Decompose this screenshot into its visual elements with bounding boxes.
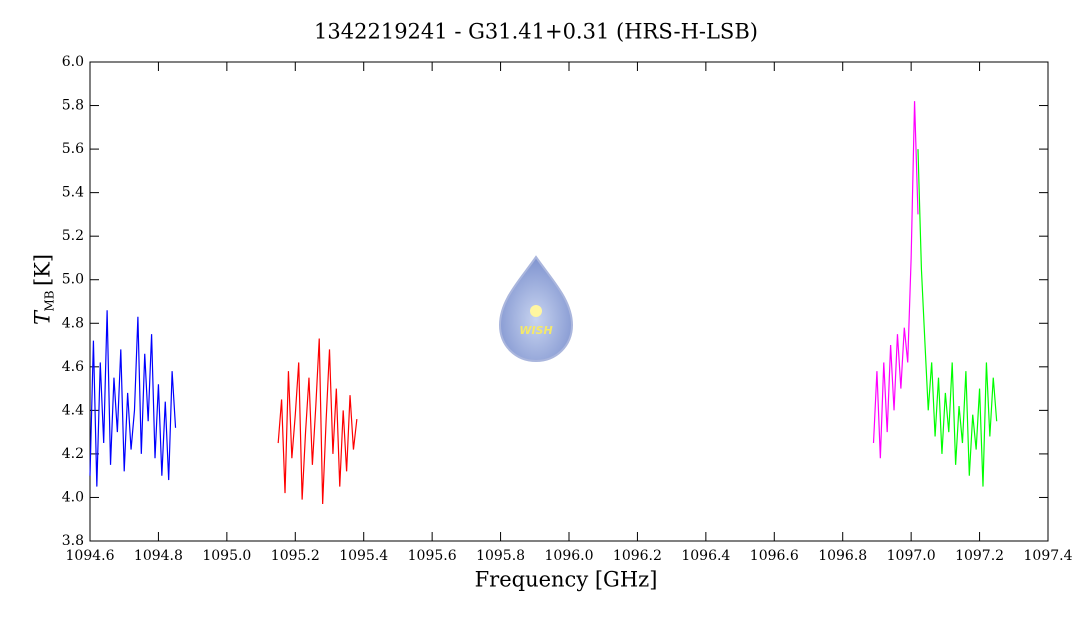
y-tick-label: 5.8 <box>62 98 84 114</box>
y-tick-label: 4.6 <box>62 359 84 375</box>
x-tick-label: 1096.8 <box>818 548 867 564</box>
logo: WISH <box>498 255 574 363</box>
plot-frame <box>89 61 1049 542</box>
x-tick-label: 1097.4 <box>1024 548 1072 564</box>
x-axis-label: Frequency [GHz] <box>475 568 658 592</box>
x-tick-label: 1095.0 <box>202 548 251 564</box>
y-label-subscript: MB <box>43 290 57 311</box>
x-tick-label: 1095.6 <box>408 548 457 564</box>
y-label-unit: [K] <box>31 254 55 286</box>
y-tick-label: 5.2 <box>62 228 84 244</box>
y-label-symbol: T <box>31 309 55 325</box>
x-tick-label: 1097.2 <box>955 548 1004 564</box>
x-tick-label: 1096.2 <box>613 548 662 564</box>
y-axis-label: T MB [K] <box>31 254 57 325</box>
x-tick-label: 1095.4 <box>339 548 388 564</box>
spectrum-line <box>917 149 998 487</box>
x-tick-label: 1094.6 <box>66 548 115 564</box>
y-tick-label: 5.6 <box>62 141 84 157</box>
y-tick-label: 4.8 <box>62 315 84 331</box>
spectrum-line <box>277 338 358 505</box>
x-tick-label: 1094.8 <box>134 548 183 564</box>
spectrum-line <box>872 101 919 459</box>
y-tick-label: 5.0 <box>62 272 84 288</box>
y-tick-label: 5.4 <box>62 185 84 201</box>
y-tick-label: 3.8 <box>62 533 84 549</box>
logo-star <box>530 305 542 317</box>
y-tick-label: 4.4 <box>62 402 84 418</box>
x-tick-label: 1095.2 <box>271 548 320 564</box>
y-tick-label: 4.0 <box>62 489 84 505</box>
y-tick-label: 6.0 <box>62 54 84 70</box>
spectrum-line <box>89 310 177 487</box>
chart-title: 1342219241 - G31.41+0.31 (HRS-H-LSB) <box>314 20 758 44</box>
logo-text: WISH <box>519 324 552 337</box>
x-tick-label: 1096.0 <box>545 548 594 564</box>
x-tick-label: 1095.8 <box>476 548 525 564</box>
y-tick-label: 4.2 <box>62 446 84 462</box>
x-tick-label: 1096.6 <box>750 548 799 564</box>
x-tick-label: 1096.4 <box>681 548 730 564</box>
x-tick-label: 1097.0 <box>887 548 936 564</box>
